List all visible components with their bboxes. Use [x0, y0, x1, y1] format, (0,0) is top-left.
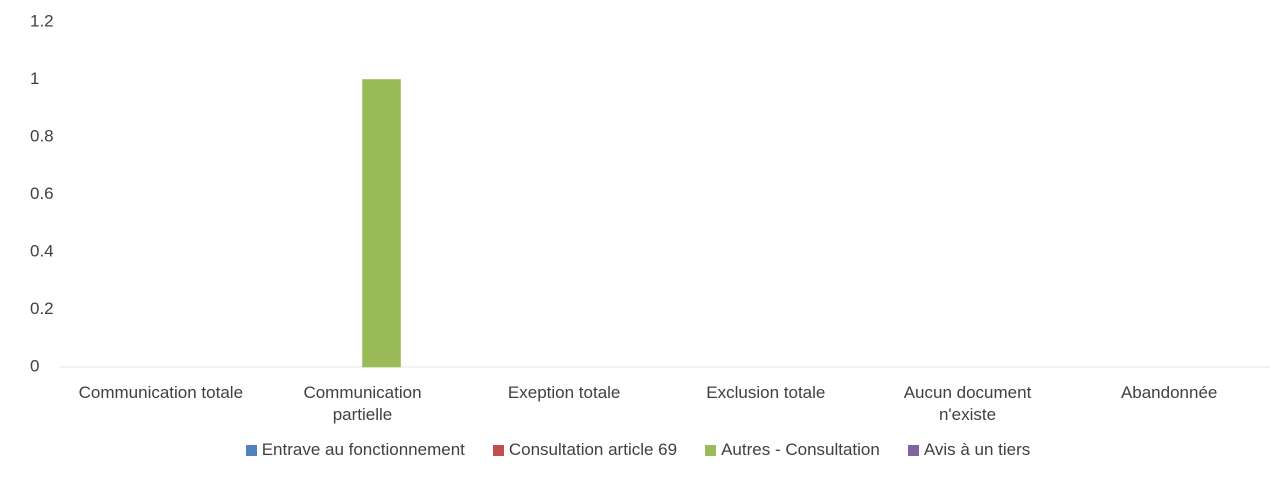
legend-label: Autres - Consultation	[721, 440, 880, 459]
x-tick-label: Communication partielle	[303, 383, 422, 424]
x-tick-label: Exclusion totale	[706, 383, 826, 402]
legend-swatch	[245, 444, 257, 456]
y-tick-label: 0.8	[30, 126, 54, 145]
legend-item: Consultation article 69	[492, 440, 678, 460]
legend-label: Consultation article 69	[508, 440, 678, 459]
x-tick-label: Exeption totale	[507, 383, 621, 402]
y-tick-label: 0.4	[30, 241, 54, 260]
bar	[362, 79, 401, 368]
legend-item: Autres - Consultation	[705, 440, 880, 460]
legend-item: Entrave au fonctionnement	[245, 440, 465, 460]
y-tick-label: 0	[30, 356, 39, 375]
x-tick-label: Aucun document n'existe	[903, 383, 1032, 424]
legend-label: Avis à un tiers	[923, 440, 1031, 459]
y-tick-label: 1	[30, 69, 39, 88]
legend: Entrave au fonctionnement Consultation ar…	[0, 440, 1276, 460]
legend-swatch	[907, 444, 919, 456]
legend-swatch	[492, 444, 504, 456]
x-tick-label: Abandonnée	[1120, 383, 1218, 402]
x-tick-label: Communication totale	[78, 383, 244, 402]
legend-label: Entrave au fonctionnement	[261, 440, 465, 459]
y-tick-label: 0.6	[30, 184, 54, 203]
legend-item: Avis à un tiers	[907, 440, 1031, 460]
y-tick-label: 1.2	[30, 11, 54, 30]
legend-swatch	[705, 444, 717, 456]
y-tick-label: 0.2	[30, 299, 54, 318]
